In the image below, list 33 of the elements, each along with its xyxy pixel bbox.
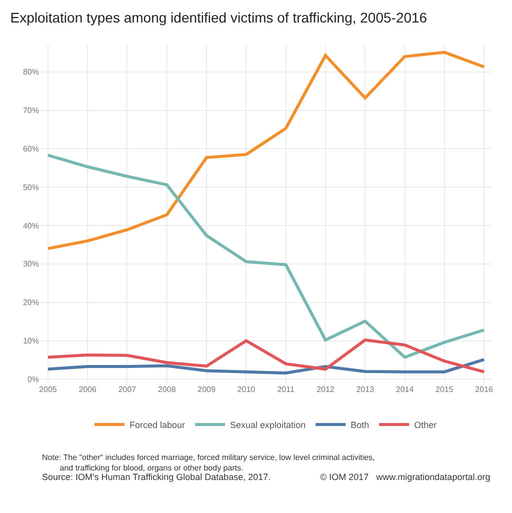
legend-label: Other <box>414 420 437 430</box>
x-tick-label: 2011 <box>277 385 295 394</box>
y-tick-label: 30% <box>22 260 39 269</box>
text: © IOM 2017 www.migrationdataportal.org <box>320 472 490 482</box>
y-tick-label: 70% <box>22 106 39 116</box>
x-tick-label: 2007 <box>118 385 137 394</box>
x-tick-label: 2009 <box>198 385 216 394</box>
y-tick-label: 40% <box>22 221 39 230</box>
x-tick-label: 2006 <box>78 385 98 394</box>
y-tick-label: 0% <box>27 374 39 384</box>
x-tick-label: 2005 <box>39 385 58 394</box>
x-tick-label: 2012 <box>316 385 335 394</box>
x-tick-label: 2015 <box>436 385 454 394</box>
y-tick-label: 50% <box>22 182 39 192</box>
x-tick-label: 2016 <box>475 385 494 394</box>
y-tick-label: 80% <box>22 68 39 77</box>
text: Note: The "other" includes forced marriage, forced military service, low level criminal activities, and trafficking for blood, organs or other body parts. <box>42 453 375 472</box>
x-tick-label: 2008 <box>158 385 176 394</box>
x-tick-label: 2010 <box>237 385 256 394</box>
y-tick-label: 60% <box>22 144 39 154</box>
y-tick-label: 20% <box>22 298 39 308</box>
legend-label: Forced labour <box>130 420 186 430</box>
x-tick-label: 2013 <box>356 385 375 394</box>
line-series <box>46 338 486 374</box>
y-tick-label: 10% <box>22 336 39 346</box>
line-series <box>46 154 486 359</box>
x-tick-label: 2014 <box>396 385 414 394</box>
line-series <box>46 358 486 375</box>
source-note: Source: IOM's Human Trafficking Global Database, 2017. <box>42 472 271 482</box>
legend-label: Sexual exploitation <box>230 420 306 430</box>
legend-label: Both <box>350 420 370 430</box>
chart-title: Exploitation types among identified victims of trafficking, 2005-2016 <box>10 10 428 26</box>
line-series <box>46 50 486 250</box>
